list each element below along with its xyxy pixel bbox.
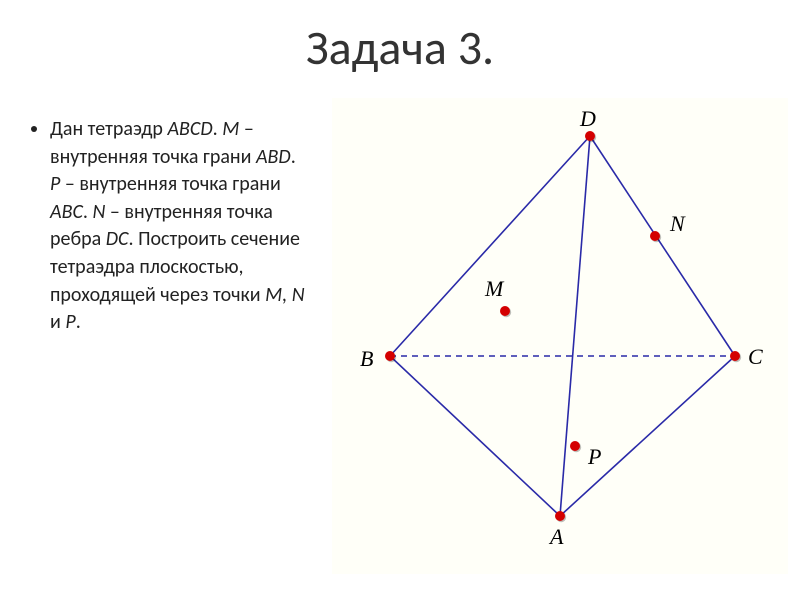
point-C <box>730 351 740 361</box>
italic-term: M <box>222 117 239 141</box>
label-P: P <box>587 444 601 469</box>
point-P <box>570 441 580 451</box>
italic-term: ABCD <box>167 117 212 141</box>
label-M: M <box>484 276 505 301</box>
label-N: N <box>669 211 686 236</box>
tetrahedron-diagram: A B C D M N P <box>330 96 790 576</box>
label-C: C <box>748 344 763 369</box>
point-A <box>555 511 565 521</box>
label-B: B <box>360 346 373 371</box>
point-D <box>585 131 595 141</box>
point-M <box>500 306 510 316</box>
point-B <box>385 351 395 361</box>
italic-term: ABC <box>50 200 83 224</box>
problem-bullet: Дан тетраэдр ABCD. M – внутренняя точка … <box>50 116 308 337</box>
label-A: A <box>548 524 564 549</box>
point-N <box>650 231 660 241</box>
slide-title: Задача 3. <box>0 18 800 77</box>
italic-term: DC <box>106 227 129 251</box>
label-D: D <box>579 106 596 131</box>
italic-term: N <box>93 200 106 224</box>
italic-term: P <box>50 172 60 196</box>
italic-term: M, N <box>265 283 305 307</box>
italic-term: ABD <box>256 145 291 169</box>
problem-text-block: Дан тетраэдр ABCD. M – внутренняя точка … <box>28 116 308 337</box>
italic-term: P <box>65 310 75 334</box>
